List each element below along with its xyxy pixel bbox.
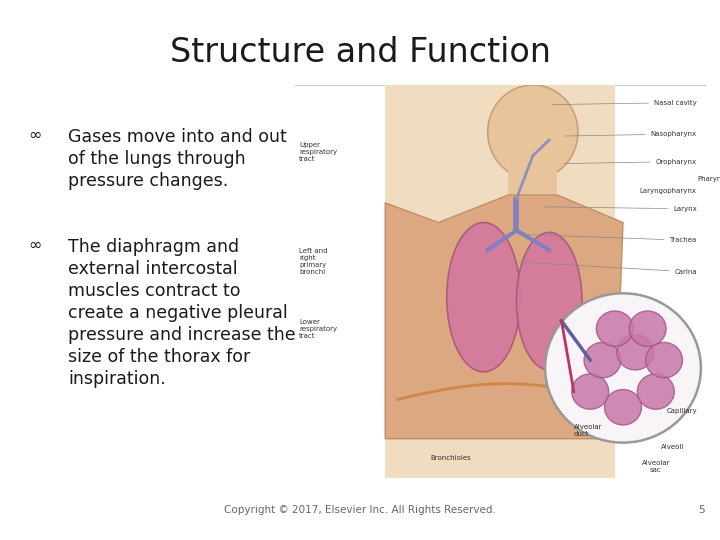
Circle shape — [596, 311, 634, 346]
Text: Pharynx: Pharynx — [697, 177, 720, 183]
Ellipse shape — [516, 232, 582, 370]
Text: pressure and increase the: pressure and increase the — [68, 326, 296, 344]
Circle shape — [605, 389, 642, 425]
Text: inspiration.: inspiration. — [68, 370, 166, 388]
Ellipse shape — [446, 222, 521, 372]
Text: Bronchioles: Bronchioles — [431, 455, 471, 461]
Text: ∞: ∞ — [28, 128, 41, 143]
Text: Alveolar
duct: Alveolar duct — [574, 424, 603, 437]
Polygon shape — [385, 195, 623, 438]
Text: Alveoli: Alveoli — [661, 443, 685, 450]
Bar — [508, 140, 557, 195]
Text: Carina: Carina — [519, 262, 697, 275]
Text: Alveolar
sac: Alveolar sac — [642, 460, 670, 472]
Text: Gases move into and out: Gases move into and out — [68, 128, 287, 146]
Circle shape — [629, 311, 666, 346]
Text: Lower
respiratory
tract: Lower respiratory tract — [299, 319, 337, 339]
Circle shape — [584, 342, 621, 378]
Text: Oropharynx: Oropharynx — [564, 159, 697, 165]
Circle shape — [646, 342, 683, 378]
Text: Trachea: Trachea — [523, 234, 697, 243]
Text: of the lungs through: of the lungs through — [68, 150, 246, 168]
Text: Laryngopharynx: Laryngopharynx — [640, 188, 697, 194]
Text: create a negative pleural: create a negative pleural — [68, 304, 288, 322]
Text: 5: 5 — [698, 505, 705, 515]
Circle shape — [637, 374, 674, 409]
Text: Left and
right
primary
bronchi: Left and right primary bronchi — [299, 248, 328, 275]
Ellipse shape — [487, 85, 578, 179]
Circle shape — [572, 374, 608, 409]
Text: Larynx: Larynx — [544, 206, 697, 212]
Text: Nasopharynx: Nasopharynx — [564, 131, 697, 137]
Text: Structure and Function: Structure and Function — [169, 36, 551, 69]
Text: muscles contract to: muscles contract to — [68, 282, 240, 300]
Text: size of the thorax for: size of the thorax for — [68, 348, 251, 366]
Circle shape — [617, 335, 654, 370]
Circle shape — [545, 293, 701, 443]
Text: external intercostal: external intercostal — [68, 260, 238, 278]
Text: Capillary: Capillary — [666, 408, 697, 414]
Text: Nasal cavity: Nasal cavity — [552, 100, 697, 106]
Bar — [385, 85, 615, 478]
Text: pressure changes.: pressure changes. — [68, 172, 228, 190]
Text: Upper
respiratory
tract: Upper respiratory tract — [299, 142, 337, 162]
Text: Copyright © 2017, Elsevier Inc. All Rights Reserved.: Copyright © 2017, Elsevier Inc. All Righ… — [224, 505, 496, 515]
Text: ∞: ∞ — [28, 238, 41, 253]
Text: The diaphragm and: The diaphragm and — [68, 238, 239, 256]
